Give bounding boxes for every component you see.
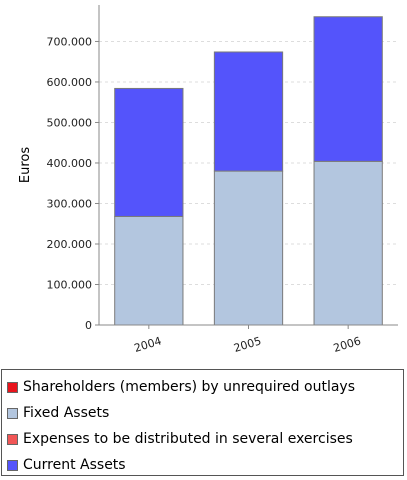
legend-label: Expenses to be distributed in several ex… [23,431,353,447]
x-tick-label: 2004 [133,334,164,355]
y-tick-label: 0 [85,319,92,332]
x-axis-ticks: 2004 2005 2006 [133,325,363,355]
y-tick-label: 600.000 [47,76,93,89]
bar-segment [114,87,184,217]
legend-swatch [7,459,18,471]
y-tick-label: 400.000 [47,157,93,170]
y-tick-label: 700.000 [47,35,93,48]
bar-segment [313,16,383,162]
legend-label: Current Assets [23,457,126,473]
legend: Shareholders (members) by unrequired out… [1,369,404,476]
y-tick-label: 300.000 [47,197,93,210]
bar-segment [313,160,383,326]
legend-swatch [7,433,18,445]
x-tick-label: 2006 [332,334,363,355]
chart: 0 100.000 200.000 300.000 400.000 500.000 600.… [18,5,398,355]
y-axis-title: Euros [18,147,33,183]
legend-swatch [7,407,18,419]
y-tick-label: 100.000 [47,278,93,291]
legend-item-shareholders: Shareholders (members) by unrequired out… [7,374,403,400]
bar-segment [213,51,284,172]
bars [114,16,383,326]
bar-segment [114,215,184,326]
y-tick-label: 500.000 [47,116,93,129]
legend-item-fixed-assets: Fixed Assets [7,400,403,426]
y-axis-ticks: 0 100.000 200.000 300.000 400.000 500.000 600.… [47,35,99,332]
legend-label: Fixed Assets [23,405,110,421]
legend-label: Shareholders (members) by unrequired out… [23,379,355,395]
x-tick-label: 2005 [232,334,263,355]
legend-item-expenses: Expenses to be distributed in several ex… [7,426,403,452]
legend-swatch [7,381,18,393]
y-tick-label: 200.000 [47,238,93,251]
legend-item-current-assets: Current Assets [7,452,403,478]
bar-segment [213,170,284,326]
